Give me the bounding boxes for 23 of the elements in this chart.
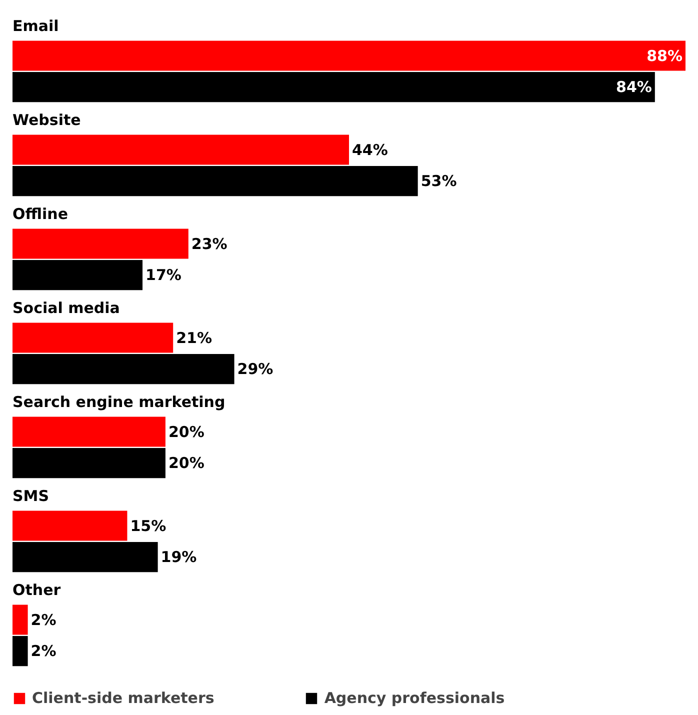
data-label: 17%	[146, 266, 182, 284]
y-tick-label: Other	[12, 581, 62, 599]
y-tick-label: Website	[12, 111, 81, 129]
y-tick-label: Offline	[12, 205, 68, 223]
legend-label: Client-side marketers	[32, 689, 214, 707]
data-label: 20%	[168, 422, 204, 441]
data-label: 44%	[352, 140, 388, 159]
data-label: 15%	[130, 516, 166, 535]
data-label: 20%	[168, 454, 204, 472]
data-label: 29%	[237, 360, 274, 378]
data-label: 23%	[191, 234, 228, 253]
data-label: 2%	[30, 642, 56, 660]
data-label: 88%	[646, 46, 683, 65]
y-tick-label: Social media	[12, 299, 120, 317]
y-tick-label: Email	[12, 17, 59, 35]
data-label: 84%	[616, 78, 652, 96]
data-label: 19%	[160, 548, 197, 566]
data-label: 53%	[420, 172, 457, 190]
y-tick-label: Search engine marketing	[12, 393, 226, 411]
data-label: 21%	[176, 328, 212, 347]
y-tick-label: SMS	[12, 487, 50, 505]
legend-label: Agency professionals	[324, 689, 505, 707]
data-label: 2%	[30, 610, 56, 629]
